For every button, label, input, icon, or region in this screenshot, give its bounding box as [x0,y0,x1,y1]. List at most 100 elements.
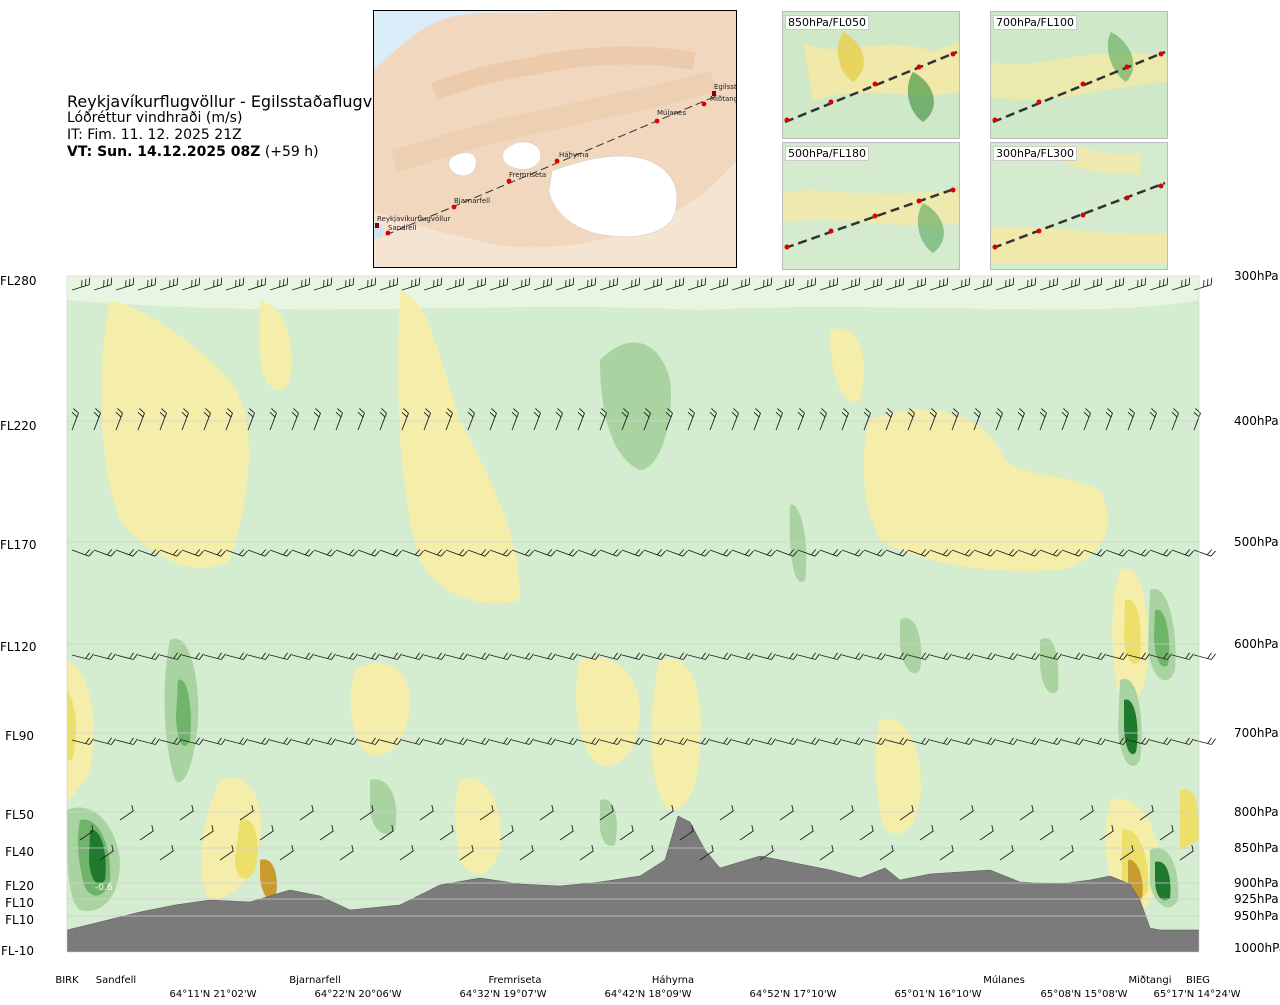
wind-barb [753,408,761,431]
wind-barb [709,652,732,660]
wind-barb [951,652,974,660]
wind-barb [1017,408,1025,431]
wind-barb [1149,408,1157,431]
wind-barb [247,652,270,660]
wind-barb [907,737,930,745]
wind-barb [269,408,277,431]
wind-barb [115,737,138,745]
panel-700-svg [991,12,1167,138]
wind-barb [841,652,864,660]
wind-barb [1193,277,1213,291]
wind-barb [1149,277,1169,291]
wind-barb [1083,737,1106,745]
wind-barb [1127,652,1150,660]
wind-barb [489,277,509,291]
wind-barb [819,408,827,431]
wind-barb [599,652,622,660]
wind-barb [739,824,754,841]
coordinate-label: 65°01'N 16°10'W [894,989,982,1000]
wind-barb [885,737,908,745]
wind-barb [951,549,974,557]
wind-barb [533,408,541,431]
wind-barb [93,408,101,431]
coordinate-label: 65°08'N 15°08'W [1040,989,1128,1000]
wind-barb [679,824,694,841]
wind-barb [1127,277,1147,291]
wind-barb [71,737,94,745]
wind-barb [379,408,387,431]
wind-barb [203,737,226,745]
wind-barb [879,844,894,861]
wind-barb [401,737,424,745]
wind-barb [1193,652,1216,660]
waypoint-label: Fremriseta [488,975,542,986]
wind-barb [359,804,374,821]
wind-barb [1061,408,1069,431]
wind-barb [841,737,864,745]
wind-barb [1193,408,1201,431]
wind-barb [1149,549,1172,557]
valid-time-value: VT: Sun. 14.12.2025 08Z [67,144,261,160]
left-axis-label: FL120 [0,640,37,654]
wind-barb [1039,549,1062,557]
wind-barb [995,408,1003,431]
wind-barb [999,844,1014,861]
wind-barb [247,408,255,431]
route-map-svg: Reykjavíkurflugvöllur Sandfell Bjarnarfe… [374,11,736,267]
waypoint-label: BIRK [55,975,79,986]
wind-barb [379,652,402,660]
panel-300-svg [991,143,1167,269]
wind-barb [199,824,214,841]
chart-header: Reykjavíkurflugvöllur - Egilsstaðaflugvö… [67,93,408,161]
wind-barb [577,277,597,291]
wind-barb [995,549,1018,557]
wind-barb [159,408,167,431]
wind-barb [621,408,629,431]
left-axis-label: FL40 [5,845,34,859]
wind-barb [71,277,91,291]
wind-barb [577,549,600,557]
wind-barb [819,844,834,861]
wind-barb [709,737,732,745]
wind-barb [709,408,717,431]
wind-barb [445,737,468,745]
wind-barb [423,408,431,431]
wind-barb [659,804,674,821]
wind-barb [1017,737,1040,745]
wind-barb [1039,824,1054,841]
wind-barb [115,652,138,660]
wind-barb [599,408,607,431]
wind-barb [299,804,314,821]
wind-barb [621,549,644,557]
chart-subtitle: Lóðréttur vindhraði (m/s) [67,110,243,126]
wind-barb [401,652,424,660]
wind-barb [181,549,204,557]
wind-barb [621,737,644,745]
wind-barb [423,737,446,745]
wind-barb [225,408,233,431]
wind-barb [709,277,729,291]
right-axis-label: 950hPa [1234,909,1279,923]
wind-barb [137,277,157,291]
wind-barb [643,549,666,557]
wind-barb [643,277,663,291]
pressure-level-lines [67,420,1199,917]
wind-barb [929,737,952,745]
wind-barb [335,408,343,431]
wind-barb [731,737,754,745]
wind-barb [577,737,600,745]
wind-barb [137,737,160,745]
wind-barb [555,737,578,745]
right-axis-label: 900hPa [1234,876,1279,890]
wind-barb [979,824,994,841]
wind-barb [357,652,380,660]
wind-barb [71,652,94,660]
wind-barb [137,408,145,431]
wind-barb [731,549,754,557]
wind-barb [699,844,714,861]
wind-barb [929,277,949,291]
wind-barb [179,804,194,821]
wind-barb [885,549,908,557]
waypoint-label: Miðtangi [1128,975,1172,986]
wind-barb [401,408,409,431]
